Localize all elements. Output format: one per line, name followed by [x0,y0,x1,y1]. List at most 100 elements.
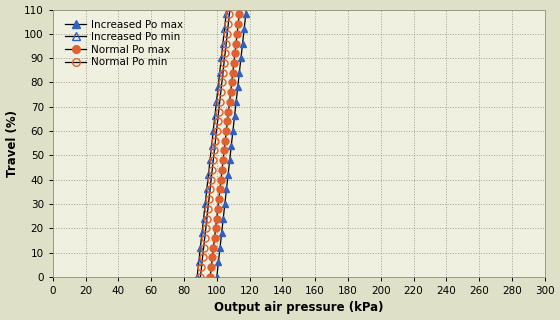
Normal Po min [214,119,221,123]
Increased Po max [239,42,246,45]
Increased Po max [228,144,235,148]
Normal Po max [208,265,214,269]
Increased Po min [194,275,200,279]
Increased Po min [199,231,206,235]
Increased Po min [214,85,221,89]
X-axis label: Output air pressure (kPa): Output air pressure (kPa) [214,301,384,315]
Normal Po max [207,275,213,279]
Normal Po min [222,52,228,55]
Increased Po min [210,129,217,133]
Normal Po min [202,236,208,240]
Increased Po max [226,158,233,162]
Increased Po max [217,246,223,250]
Increased Po max [241,27,248,31]
Normal Po max [222,139,228,143]
Increased Po min [220,42,226,45]
Increased Po min [207,158,213,162]
Increased Po min [218,56,225,60]
Normal Po min [204,207,211,211]
Normal Po min [221,61,227,65]
Normal Po max [223,129,230,133]
Normal Po max [213,217,220,220]
Normal Po max [226,100,233,104]
Increased Po max [222,202,228,206]
Increased Po min [200,217,207,220]
Increased Po max [233,100,240,104]
Normal Po max [231,52,238,55]
Normal Po max [219,168,226,172]
Increased Po min [223,12,230,16]
Increased Po max [230,129,236,133]
Normal Po min [218,81,225,84]
Normal Po min [212,139,219,143]
Y-axis label: Travel (%): Travel (%) [6,110,18,177]
Normal Po min [211,148,218,152]
Normal Po min [223,42,230,45]
Increased Po max [225,173,231,177]
Normal Po min [197,275,204,279]
Increased Po min [202,202,208,206]
Increased Po max [231,115,238,118]
Normal Po min [216,100,223,104]
Increased Po max [242,12,249,16]
Normal Po max [235,22,241,26]
Normal Po min [224,32,231,36]
Normal Po min [217,90,224,94]
Increased Po min [213,100,220,104]
Increased Po min [197,246,204,250]
Line: Increased Po min: Increased Po min [194,11,230,280]
Normal Po max [216,197,222,201]
Increased Po max [220,217,227,220]
Normal Po max [212,226,219,230]
Normal Po min [226,12,233,16]
Normal Po min [213,129,220,133]
Line: Increased Po max: Increased Po max [213,11,249,280]
Normal Po max [227,90,234,94]
Increased Po max [236,71,242,75]
Normal Po max [236,12,242,16]
Line: Normal Po min: Normal Po min [197,11,233,280]
Normal Po max [217,188,223,191]
Normal Po max [232,42,239,45]
Normal Po min [210,158,217,162]
Normal Po max [220,158,226,162]
Normal Po max [221,148,227,152]
Normal Po max [224,119,231,123]
Line: Normal Po max: Normal Po max [207,11,242,280]
Increased Po max [237,56,244,60]
Normal Po min [206,197,212,201]
Normal Po min [215,110,222,114]
Normal Po max [228,81,235,84]
Increased Po min [195,260,202,264]
Normal Po max [211,236,218,240]
Normal Po max [209,255,216,259]
Increased Po min [205,173,212,177]
Normal Po min [225,22,232,26]
Normal Po max [230,71,236,75]
Normal Po max [218,178,225,181]
Increased Po min [221,27,228,31]
Normal Po min [208,178,214,181]
Normal Po max [214,207,221,211]
Normal Po min [198,265,205,269]
Normal Po min [199,255,206,259]
Normal Po max [234,32,240,36]
Normal Po max [231,61,237,65]
Normal Po min [202,226,209,230]
Increased Po min [212,115,218,118]
Increased Po max [213,275,220,279]
Increased Po max [218,231,225,235]
Increased Po min [208,144,215,148]
Increased Po max [223,188,230,191]
Normal Po max [225,110,232,114]
Increased Po min [203,188,210,191]
Normal Po min [220,71,226,75]
Increased Po max [235,85,241,89]
Normal Po min [207,188,213,191]
Increased Po min [216,71,223,75]
Normal Po min [200,246,207,250]
Legend: Increased Po max, Increased Po min, Normal Po max, Normal Po min: Increased Po max, Increased Po min, Norm… [63,17,185,69]
Increased Po max [215,260,222,264]
Normal Po min [203,217,210,220]
Normal Po min [209,168,216,172]
